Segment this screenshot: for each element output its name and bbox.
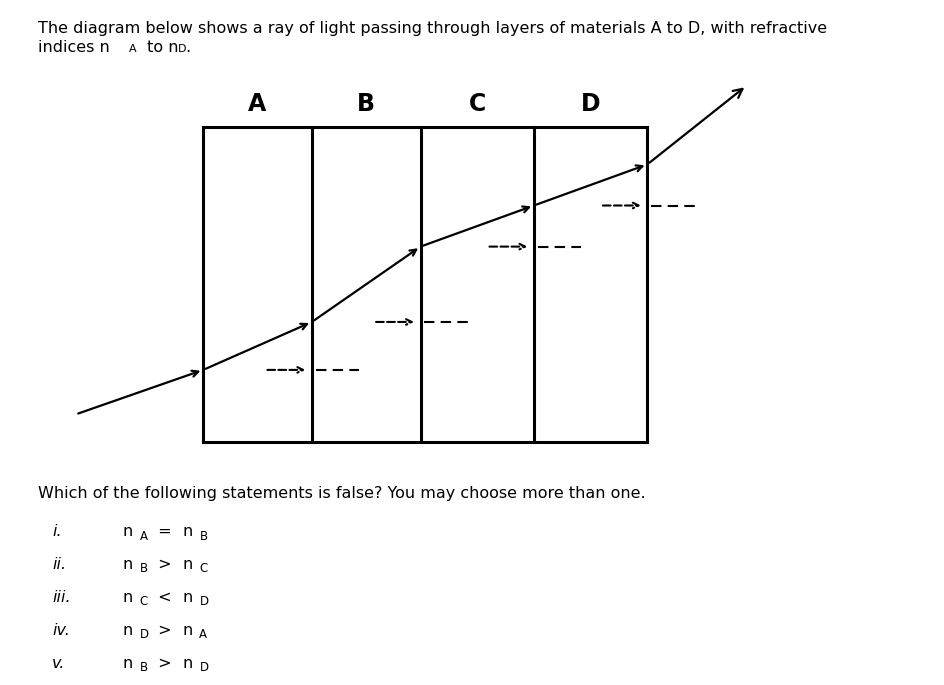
Text: iii.: iii. [52,590,71,605]
Text: B: B [140,562,148,575]
Text: >: > [153,557,177,572]
Text: n: n [123,656,133,671]
Text: >: > [153,656,177,671]
Text: <: < [153,590,177,605]
Text: D: D [177,44,186,54]
Text: n: n [182,623,193,638]
Text: n: n [182,524,193,539]
Text: B: B [357,92,375,116]
Text: i.: i. [52,524,61,539]
Text: ii.: ii. [52,557,66,572]
Text: A: A [199,628,207,641]
Text: n: n [182,590,193,605]
Text: A: A [128,44,136,54]
Text: n: n [123,623,133,638]
Text: D: D [199,595,209,608]
Text: indices n: indices n [38,40,110,55]
Text: to n: to n [142,40,178,55]
Text: B: B [140,661,148,674]
Text: A: A [140,530,147,543]
Text: =: = [153,524,177,539]
Text: v.: v. [52,656,65,671]
Text: n: n [123,590,133,605]
Text: C: C [468,92,485,116]
Text: D: D [199,661,209,674]
Text: n: n [123,524,133,539]
Text: Which of the following statements is false? You may choose more than one.: Which of the following statements is fal… [38,486,645,501]
Text: C: C [199,562,208,575]
Text: .: . [185,40,190,55]
Text: D: D [581,92,599,116]
Text: D: D [140,628,149,641]
Text: n: n [123,557,133,572]
Text: C: C [140,595,148,608]
Text: The diagram below shows a ray of light passing through layers of materials A to : The diagram below shows a ray of light p… [38,21,826,36]
Text: n: n [182,557,193,572]
Text: >: > [153,623,177,638]
Text: iv.: iv. [52,623,70,638]
Text: A: A [248,92,266,116]
Text: n: n [182,656,193,671]
Text: B: B [199,530,208,543]
